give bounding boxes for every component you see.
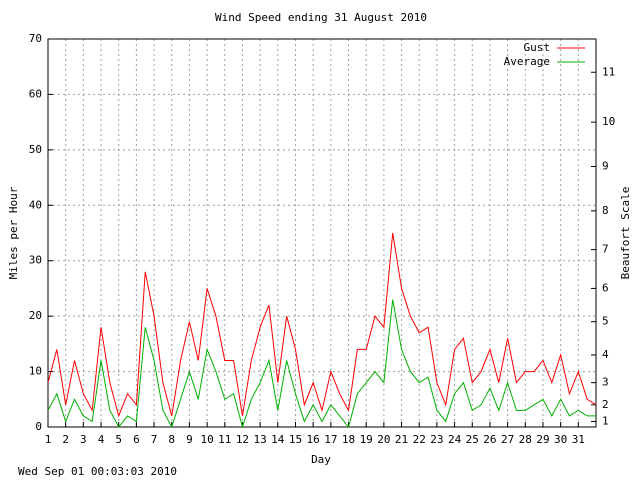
x-tick-label: 23 bbox=[430, 433, 443, 446]
x-tick-label: 7 bbox=[151, 433, 158, 446]
x-tick-label: 25 bbox=[466, 433, 479, 446]
y-tick-label: 10 bbox=[29, 365, 42, 378]
x-tick-label: 8 bbox=[168, 433, 175, 446]
y-tick-label: 0 bbox=[35, 420, 42, 433]
y2-tick-label: 4 bbox=[602, 348, 609, 361]
x-tick-label: 24 bbox=[448, 433, 462, 446]
y-tick-label: 50 bbox=[29, 143, 42, 156]
legend-label: Gust bbox=[524, 41, 551, 54]
y2-axis-label: Beaufort Scale bbox=[619, 187, 632, 280]
x-tick-label: 13 bbox=[254, 433, 267, 446]
x-axis-label: Day bbox=[311, 453, 331, 466]
x-tick-label: 12 bbox=[236, 433, 249, 446]
plot-frame bbox=[47, 38, 597, 428]
x-tick-label: 11 bbox=[218, 433, 231, 446]
y2-tick-label: 11 bbox=[602, 65, 615, 78]
y-tick-label: 70 bbox=[29, 32, 42, 45]
y2-tick-label: 3 bbox=[602, 376, 609, 389]
x-tick-label: 18 bbox=[342, 433, 355, 446]
x-tick-label: 20 bbox=[377, 433, 390, 446]
chart-title: Wind Speed ending 31 August 2010 bbox=[215, 11, 427, 24]
x-tick-label: 31 bbox=[572, 433, 585, 446]
series-line bbox=[47, 299, 596, 429]
x-tick-label: 30 bbox=[554, 433, 567, 446]
y-axis-label: Miles per Hour bbox=[7, 186, 20, 279]
footer: Wed Sep 01 00:03:03 2010 bbox=[18, 465, 177, 478]
legend-label: Average bbox=[504, 55, 550, 68]
y2-tick-label: 8 bbox=[602, 204, 609, 217]
x-tick-label: 17 bbox=[324, 433, 337, 446]
x-tick-label: 26 bbox=[483, 433, 496, 446]
x-tick-label: 5 bbox=[115, 433, 122, 446]
y2-tick-label: 5 bbox=[602, 315, 609, 328]
y2-tick-label: 9 bbox=[602, 159, 609, 172]
x-tick-label: 27 bbox=[501, 433, 514, 446]
y2-tick-label: 10 bbox=[602, 115, 615, 128]
x-tick-label: 28 bbox=[519, 433, 532, 446]
x-tick-label: 6 bbox=[133, 433, 140, 446]
x-tick-label: 4 bbox=[98, 433, 105, 446]
y-tick-label: 20 bbox=[29, 309, 42, 322]
y2-tick-label: 2 bbox=[602, 398, 609, 411]
x-tick-label: 15 bbox=[289, 433, 302, 446]
y-tick-label: 40 bbox=[29, 198, 42, 211]
x-tick-label: 3 bbox=[80, 433, 87, 446]
y2-tick-label: 7 bbox=[602, 243, 609, 256]
y-tick-label: 60 bbox=[29, 87, 42, 100]
y-tick-label: 30 bbox=[29, 254, 42, 267]
x-tick-label: 19 bbox=[360, 433, 373, 446]
x-tick-label: 29 bbox=[536, 433, 549, 446]
x-tick-label: 22 bbox=[413, 433, 426, 446]
x-tick-label: 21 bbox=[395, 433, 408, 446]
series-line bbox=[47, 232, 597, 418]
x-tick-label: 10 bbox=[200, 433, 213, 446]
x-tick-label: 16 bbox=[307, 433, 320, 446]
x-tick-label: 9 bbox=[186, 433, 193, 446]
y2-tick-label: 1 bbox=[602, 414, 609, 427]
x-tick-label: 1 bbox=[45, 433, 52, 446]
x-tick-label: 14 bbox=[271, 433, 285, 446]
y2-tick-label: 6 bbox=[602, 281, 609, 294]
x-tick-label: 2 bbox=[62, 433, 69, 446]
